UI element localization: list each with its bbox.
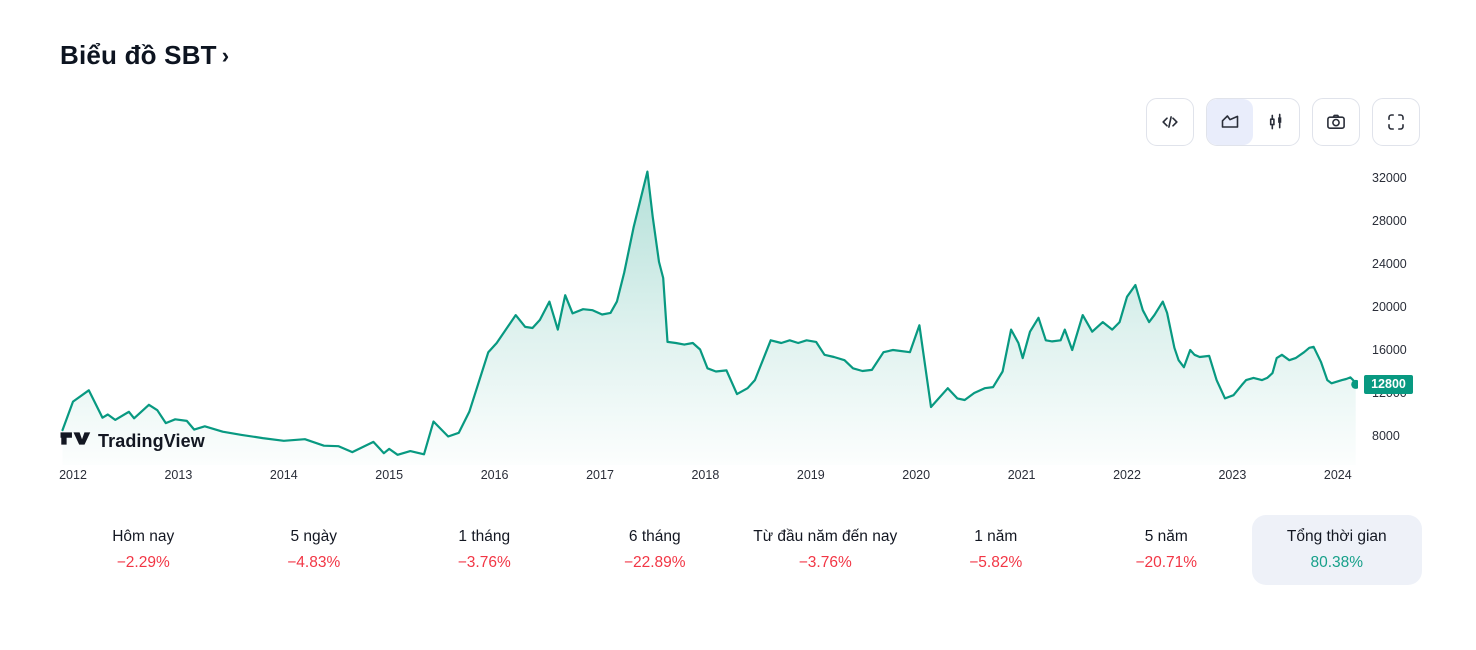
stat-1-year[interactable]: 1 năm −5.82% [911, 515, 1082, 585]
y-axis-label: 16000 [1372, 343, 1407, 357]
symbol-title-link[interactable]: Biểu đồ SBT › [60, 40, 229, 71]
stat-label: Từ đầu năm đến nay [753, 528, 898, 545]
candlestick-chart-button[interactable] [1253, 99, 1299, 145]
x-axis-label: 2020 [902, 468, 931, 482]
last-price-dot [1351, 379, 1358, 389]
current-price-badge: 12800 [1364, 374, 1413, 394]
stat-label: 5 ngày [290, 528, 338, 545]
stat-label: 1 tháng [458, 528, 511, 545]
x-axis-label: 2024 [1323, 468, 1352, 482]
stat-value: 80.38% [1310, 554, 1364, 571]
stat-label: 5 năm [1144, 528, 1188, 545]
chart-toolbar [1146, 98, 1420, 146]
stat-1-month[interactable]: 1 tháng −3.76% [399, 515, 570, 585]
page-title: Biểu đồ SBT [60, 40, 217, 70]
stat-value: −4.83% [287, 554, 341, 571]
x-axis-label: 2015 [375, 468, 404, 482]
stat-label: Hôm nay [112, 528, 175, 545]
y-axis-label: 32000 [1372, 171, 1407, 185]
area-chart-button[interactable] [1207, 99, 1253, 145]
x-axis-label: 2022 [1113, 468, 1141, 482]
x-axis-label: 2013 [164, 468, 193, 482]
stat-value: −22.89% [623, 554, 686, 571]
stat-label: 1 năm [974, 528, 1018, 545]
stat-label: 6 tháng [628, 528, 681, 545]
tradingview-logo-icon [59, 428, 91, 454]
area-fill [62, 171, 1356, 465]
x-axis-label: 2017 [586, 468, 614, 482]
stat-6-months[interactable]: 6 tháng −22.89% [570, 515, 741, 585]
x-axis-label: 2016 [480, 468, 509, 482]
y-axis-label: 8000 [1372, 429, 1400, 443]
watermark-text: TradingView [98, 430, 205, 451]
x-axis-label: 2023 [1218, 468, 1247, 482]
candlestick-icon [1264, 110, 1288, 134]
stat-today[interactable]: Hôm nay −2.29% [58, 515, 229, 585]
x-axis-label: 2019 [796, 468, 825, 482]
y-axis-label: 24000 [1372, 257, 1407, 271]
price-line [61, 170, 1357, 456]
camera-icon [1324, 110, 1348, 134]
tradingview-attribution-link[interactable]: TradingView [59, 428, 205, 454]
stat-all-time[interactable]: Tổng thời gian 80.38% [1251, 515, 1422, 585]
chevron-right-icon: › [221, 43, 230, 68]
period-stats-row: Hôm nay −2.29% 5 ngày −4.83% 1 tháng −3.… [58, 515, 1422, 585]
stat-value: −5.82% [969, 554, 1023, 571]
area-chart-icon [1218, 110, 1242, 134]
stat-value: −20.71% [1135, 554, 1198, 571]
x-axis-label: 2018 [691, 468, 720, 482]
price-chart[interactable] [58, 155, 1358, 465]
fullscreen-icon [1384, 110, 1408, 134]
stat-value: −2.29% [116, 554, 170, 571]
x-axis-label: 2021 [1007, 468, 1036, 482]
y-axis-label: 28000 [1372, 214, 1407, 228]
embed-code-button[interactable] [1146, 98, 1194, 146]
snapshot-button[interactable] [1312, 98, 1360, 146]
stat-value: −3.76% [798, 554, 852, 571]
y-axis-label: 20000 [1372, 300, 1407, 314]
stat-5-years[interactable]: 5 năm −20.71% [1081, 515, 1252, 585]
stat-5-days[interactable]: 5 ngày −4.83% [229, 515, 400, 585]
code-icon [1158, 110, 1182, 134]
fullscreen-button[interactable] [1372, 98, 1420, 146]
x-axis-label: 2014 [269, 468, 298, 482]
chart-type-switch [1206, 98, 1300, 146]
stat-ytd[interactable]: Từ đầu năm đến nay −3.76% [740, 515, 911, 585]
stat-value: −3.76% [457, 554, 511, 571]
stat-label: Tổng thời gian [1286, 528, 1387, 545]
x-axis-label: 2012 [59, 468, 87, 482]
